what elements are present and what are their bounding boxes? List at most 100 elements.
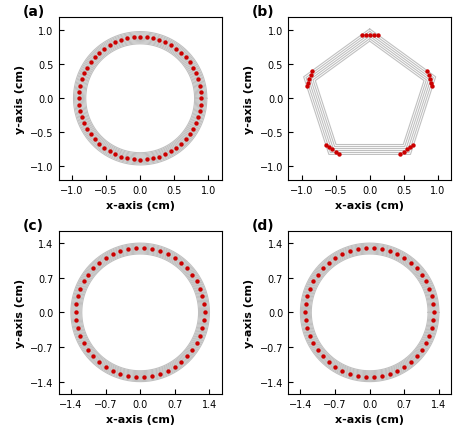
Point [426,286,433,292]
Point [167,148,174,155]
Point [95,50,103,57]
Point [124,155,131,162]
X-axis label: x-axis (cm): x-axis (cm) [106,415,175,424]
Point [196,333,204,340]
Point [196,83,204,90]
Point [332,149,339,156]
Point [422,340,430,347]
Point [338,367,346,374]
Point [362,373,369,380]
Point [393,251,401,258]
Point [362,245,369,252]
Point [407,359,414,366]
Point [183,265,191,272]
Point [189,347,196,354]
Point [338,251,346,258]
Point [325,144,333,151]
Point [102,363,109,370]
Point [81,71,88,78]
Point [90,353,97,360]
Point [199,325,206,332]
Point [186,132,193,138]
Point [124,372,132,379]
Point [143,35,150,42]
Point [319,265,327,272]
Point [410,142,417,149]
Point [155,154,163,160]
Point [84,347,92,354]
Point [370,245,377,252]
Point [370,373,377,380]
Point [87,60,94,67]
Point [111,40,119,47]
Point [418,347,426,354]
Point [306,76,313,83]
Point [84,271,92,278]
Point [418,271,426,278]
Point [346,370,354,377]
Point [148,246,156,253]
Point [80,278,88,285]
Point [167,43,174,49]
Point [91,55,99,61]
Point [424,68,431,75]
Point [303,325,311,332]
Point [182,55,190,61]
Point [173,145,180,152]
Point [78,114,86,121]
Point [102,255,109,262]
Point [72,309,80,316]
Point [428,325,436,332]
Point [81,120,88,127]
Point [314,347,321,354]
Point [75,89,83,96]
Point [303,293,311,300]
Point [192,71,200,78]
Point [171,363,178,370]
Point [426,76,434,83]
Y-axis label: y-axis (cm): y-axis (cm) [15,278,25,347]
Point [325,359,332,366]
Point [396,151,404,158]
Point [331,363,339,370]
Point [156,248,164,255]
Point [322,142,330,149]
Text: (b): (b) [252,5,275,18]
Point [77,286,84,292]
Point [413,353,420,360]
Point [201,309,208,316]
Point [130,35,137,42]
Point [143,157,150,163]
Point [140,245,148,252]
Point [325,260,332,267]
Point [137,157,144,163]
Point [137,34,144,41]
Text: (a): (a) [23,5,45,18]
Point [190,65,197,72]
Point [78,77,86,83]
Point [74,325,82,332]
Point [156,370,164,377]
Point [109,367,117,374]
Point [109,251,117,258]
Point [310,340,317,347]
X-axis label: x-axis (cm): x-axis (cm) [106,201,175,211]
Point [83,65,91,72]
Point [303,84,311,91]
Point [306,286,314,292]
Point [106,148,113,155]
Point [199,293,206,300]
Point [164,367,172,374]
Y-axis label: y-axis (cm): y-axis (cm) [15,64,25,134]
Point [378,372,385,379]
Point [407,260,414,267]
Point [76,83,84,90]
Point [80,340,88,347]
Point [83,126,91,133]
Point [155,37,163,44]
Text: (c): (c) [23,218,44,232]
Point [310,278,317,285]
Point [366,33,374,40]
Point [370,33,378,40]
Point [302,317,310,324]
